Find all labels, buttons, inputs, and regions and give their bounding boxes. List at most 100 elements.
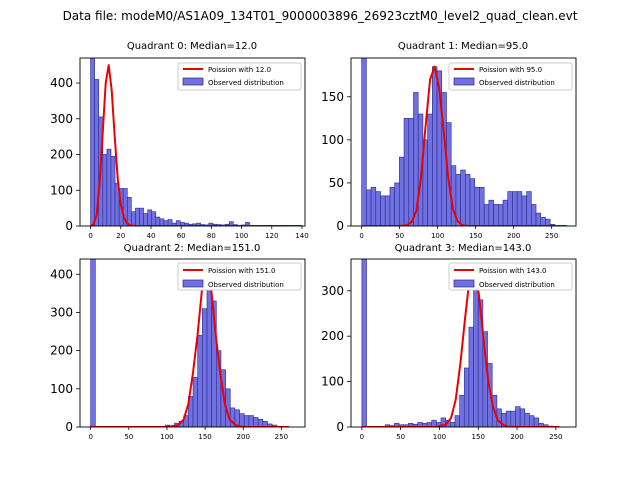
x-tick-label: 40 (147, 232, 156, 240)
histogram-bar (516, 191, 523, 226)
x-tick-labels-quadrant-0: 0 20 40 60 80 100 120 140 (88, 226, 309, 240)
x-tick-label: 150 (198, 433, 211, 441)
x-tick-label: 200 (510, 433, 523, 441)
x-tick-label: 150 (472, 433, 485, 441)
y-tick-labels-quadrant-1: 0 50 100 150 (321, 90, 351, 233)
histogram-bar (197, 335, 203, 427)
y-tick-label: 300 (50, 305, 73, 319)
legend-observed-label: Observed distribution (479, 281, 555, 289)
y-tick-label: 150 (321, 90, 344, 104)
y-tick-label: 100 (321, 133, 344, 147)
legend-observed-label: Observed distribution (208, 281, 284, 289)
y-tick-label: 200 (50, 148, 73, 162)
x-tick-label: 60 (177, 232, 186, 240)
legend-quadrant-3: Poission with 143.0 Observed distributio… (448, 262, 573, 291)
x-tick-labels-quadrant-1: 0 50 100 150 200 250 (359, 226, 558, 240)
y-tick-label: 100 (321, 375, 344, 389)
subplot-quadrant-0: 0 100 200 300 400 0 20 40 60 80 100 120 140 Poissio… (50, 41, 309, 240)
histogram-bar (524, 413, 530, 427)
axes-frame (350, 57, 577, 227)
legend-quadrant-1: Poission with 95.0 Observed distribution (448, 62, 573, 91)
legend-box (448, 262, 573, 291)
histogram-bar (139, 207, 144, 226)
histogram-bar (533, 417, 540, 427)
histogram-bar (135, 207, 140, 226)
x-tick-label: 150 (469, 232, 482, 240)
x-tick-label: 140 (295, 232, 308, 240)
histogram-bar (432, 66, 438, 226)
x-tick-label: 50 (396, 433, 405, 441)
histogram-bar (403, 118, 410, 226)
histogram-bar (493, 204, 499, 226)
histogram-bar (131, 211, 136, 226)
histogram-bar (143, 213, 148, 226)
x-tick-labels-quadrant-3: 0 50 100 150 200 250 (360, 427, 563, 441)
histogram-bar (167, 219, 173, 226)
histogram-bar (408, 118, 414, 226)
y-tick-label: 300 (50, 112, 73, 126)
histogram-bar (361, 58, 367, 226)
histogram-bar (384, 195, 391, 226)
legend-quadrant-2: Poission with 151.0 Observed distributio… (177, 262, 302, 291)
y-tick-label: 50 (329, 176, 344, 190)
histogram-bar (253, 417, 259, 427)
histogram-bar (102, 154, 108, 226)
x-tick-label: 120 (265, 232, 278, 240)
legend-poisson-label: Poission with 151.0 (208, 267, 276, 275)
y-tick-label: 400 (50, 267, 73, 281)
subplot-title-quadrant-0: Quadrant 0: Median=12.0 (127, 41, 257, 52)
histogram-bar (375, 191, 381, 226)
histogram-bar (450, 422, 456, 427)
histogram-bar (474, 186, 480, 226)
histogram-bar (498, 204, 504, 226)
histogram-bar (479, 186, 485, 226)
histogram-bar (502, 199, 509, 226)
x-tick-label: 200 (237, 433, 250, 441)
y-tick-label: 0 (336, 420, 344, 434)
subplot-quadrant-3: 0 100 200 300 0 50 100 150 200 250 Poission with… (321, 243, 577, 441)
y-tick-label: 300 (321, 284, 344, 298)
x-tick-label: 200 (507, 232, 520, 240)
x-tick-label: 0 (360, 433, 364, 441)
x-tick-label: 0 (88, 433, 92, 441)
x-tick-labels-quadrant-2: 0 50 100 150 200 250 (88, 427, 288, 441)
axes-frame (79, 258, 306, 428)
histogram-bar (147, 209, 153, 226)
poisson-line (361, 65, 567, 226)
histogram-bar (366, 189, 372, 226)
legend-box (177, 262, 302, 291)
histogram-bar (245, 222, 250, 226)
y-tick-labels-quadrant-3: 0 100 200 300 (321, 284, 351, 434)
histogram-bar (370, 186, 377, 226)
x-tick-label: 100 (235, 232, 248, 240)
histogram-bar (399, 156, 405, 226)
x-tick-label: 50 (124, 433, 133, 441)
histogram-bar (483, 204, 490, 226)
axes-frame (350, 258, 577, 428)
subplot-title-quadrant-3: Quadrant 3: Median=143.0 (395, 243, 532, 254)
subplot-quadrant-1: 0 50 100 150 0 50 100 150 200 250 Poission with … (321, 41, 577, 240)
histogram-bar (535, 212, 542, 226)
subplot-title-quadrant-1: Quadrant 1: Median=95.0 (398, 41, 528, 52)
histogram-bar (463, 367, 470, 427)
y-tick-label: 200 (321, 329, 344, 343)
histogram-bar (380, 195, 386, 226)
subplot-quadrant-2: 0 100 200 300 400 0 50 100 150 200 250 Poission w… (50, 243, 306, 441)
legend-observed-swatch (453, 77, 475, 86)
histogram-bar (526, 191, 532, 226)
histogram-bar (106, 148, 112, 226)
histogram-bar (243, 415, 250, 427)
histogram-bar (394, 182, 400, 226)
histogram-bar (473, 272, 479, 427)
histogram-bar (505, 410, 512, 427)
y-tick-label: 100 (50, 382, 73, 396)
legend-observed-swatch (182, 279, 204, 288)
x-tick-label: 100 (160, 433, 173, 441)
y-tick-labels-quadrant-2: 0 100 200 300 400 (50, 267, 80, 434)
legend-observed-swatch (453, 279, 475, 288)
x-tick-label: 0 (359, 232, 363, 240)
histogram-bar (468, 326, 474, 427)
histogram-bar (459, 394, 465, 427)
x-tick-label: 0 (88, 232, 92, 240)
